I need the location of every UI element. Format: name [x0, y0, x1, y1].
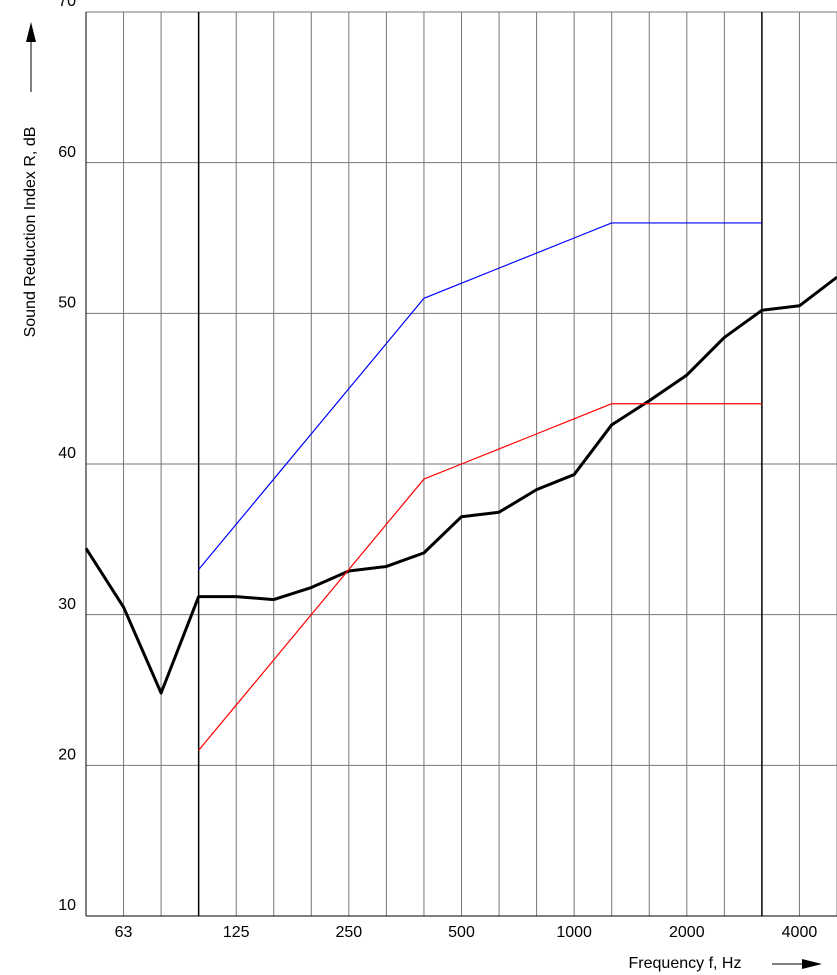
y-tick-label: 40: [58, 445, 76, 462]
x-axis-label: Frequency f, Hz: [629, 955, 742, 972]
series-line: [84, 275, 837, 695]
x-tick-label: 250: [335, 924, 362, 941]
x-tick-label: 2000: [669, 924, 705, 941]
x-tick-label: 63: [115, 924, 133, 941]
y-axis-arrowhead: [26, 22, 36, 42]
y-tick-label: 30: [58, 596, 76, 613]
x-tick-label: 125: [223, 924, 250, 941]
y-tick-label: 20: [58, 747, 76, 764]
series-line: [198, 222, 762, 570]
y-tick-label: 60: [58, 144, 76, 161]
x-axis-arrowhead: [802, 959, 822, 969]
y-tick-label: 10: [58, 897, 76, 914]
y-axis-label: Sound Reduction Index R, dB: [22, 127, 39, 338]
series-line: [198, 403, 762, 751]
x-tick-label: 4000: [782, 924, 818, 941]
y-tick-label: 70: [58, 0, 76, 10]
x-tick-label: 1000: [556, 924, 592, 941]
x-tick-label: 500: [448, 924, 475, 941]
y-tick-label: 50: [58, 295, 76, 312]
